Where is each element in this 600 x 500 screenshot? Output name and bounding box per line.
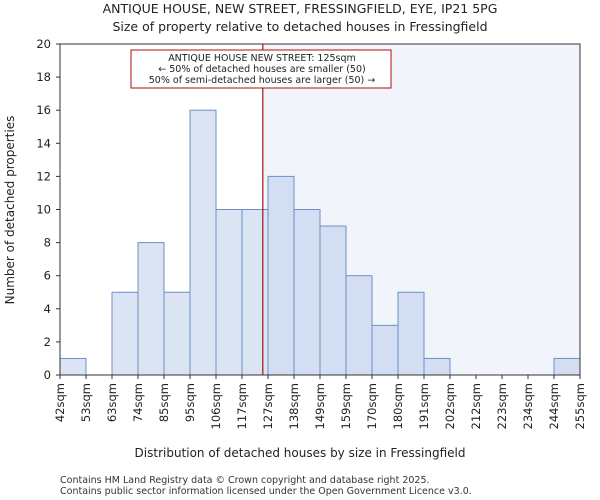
bar-244sqm — [553, 357, 581, 376]
x-tick-label: 159sqm — [339, 383, 353, 429]
bar-191sqm — [423, 357, 451, 376]
bars-layer — [59, 109, 581, 376]
x-tick-label: 53sqm — [79, 383, 93, 422]
footer-line-1: Contains HM Land Registry data © Crown c… — [60, 475, 430, 486]
x-tick-label: 244sqm — [547, 383, 561, 429]
annotation-line-3: 50% of semi-detached houses are larger (… — [149, 75, 376, 86]
y-tick-label: 14 — [36, 136, 51, 150]
y-tick-label: 10 — [36, 203, 51, 217]
x-tick-label: 149sqm — [313, 383, 327, 429]
y-tick-label: 12 — [36, 169, 51, 183]
x-tick-label: 170sqm — [365, 383, 379, 429]
x-tick-label: 42sqm — [53, 383, 67, 422]
y-tick-label: 2 — [44, 335, 51, 349]
y-tick-label: 0 — [44, 368, 51, 382]
x-tick-label: 85sqm — [157, 383, 171, 422]
bar-170sqm — [371, 324, 399, 376]
bar-127sqm — [267, 175, 295, 376]
bar-63sqm — [111, 291, 139, 376]
x-tick-label: 234sqm — [521, 383, 535, 429]
bar-149sqm — [319, 225, 347, 376]
x-tick-label: 74sqm — [131, 383, 145, 422]
y-tick-label: 20 — [36, 37, 51, 51]
x-tick-label: 117sqm — [235, 383, 249, 429]
y-tick-label: 6 — [44, 269, 51, 283]
x-tick-label: 202sqm — [443, 383, 457, 429]
x-tick-label: 223sqm — [495, 383, 509, 429]
bar-138sqm — [293, 209, 321, 376]
x-tick-label: 63sqm — [105, 383, 119, 422]
bar-106sqm — [215, 209, 243, 376]
x-tick-label: 180sqm — [391, 383, 405, 429]
bar-74sqm — [137, 242, 165, 376]
y-axis-label: Number of detached properties — [3, 116, 17, 305]
x-tick-label: 95sqm — [183, 383, 197, 422]
footer-line-2: Contains public sector information licen… — [60, 486, 472, 497]
y-tick-label: 18 — [36, 70, 51, 84]
bar-42sqm — [59, 357, 87, 376]
y-tick-label: 16 — [36, 103, 51, 117]
chart-title: ANTIQUE HOUSE, NEW STREET, FRESSINGFIELD… — [103, 1, 498, 16]
bar-95sqm — [189, 109, 217, 376]
annotation-line-1: ANTIQUE HOUSE NEW STREET: 125sqm — [168, 53, 356, 64]
x-tick-label: 106sqm — [209, 383, 223, 429]
y-tick-label: 8 — [44, 236, 51, 250]
x-tick-label: 127sqm — [261, 383, 275, 429]
y-tick-label: 4 — [44, 302, 51, 316]
chart-subtitle: Size of property relative to detached ho… — [112, 19, 487, 34]
annotation-line-2: ← 50% of detached houses are smaller (50… — [158, 64, 365, 75]
x-axis-label: Distribution of detached houses by size … — [135, 446, 466, 460]
annotation-frame — [130, 49, 392, 89]
bar-85sqm — [163, 291, 191, 376]
bar-180sqm — [397, 291, 425, 376]
annotation-box: ANTIQUE HOUSE NEW STREET: 125sqm ← 50% o… — [130, 49, 392, 89]
bar-159sqm — [345, 275, 373, 376]
x-tick-label: 138sqm — [287, 383, 301, 429]
x-tick-label: 255sqm — [573, 383, 587, 429]
x-axis-ticks: 42sqm 53sqm 63sqm 74sqm 85sqm 95sqm 106sqm 117s… — [53, 375, 587, 429]
x-tick-label: 212sqm — [469, 383, 483, 429]
bar-117sqm — [241, 209, 269, 376]
x-tick-label: 191sqm — [417, 383, 431, 429]
y-axis-ticks: 0 2 4 6 8 10 12 14 16 18 20 — [36, 37, 60, 382]
